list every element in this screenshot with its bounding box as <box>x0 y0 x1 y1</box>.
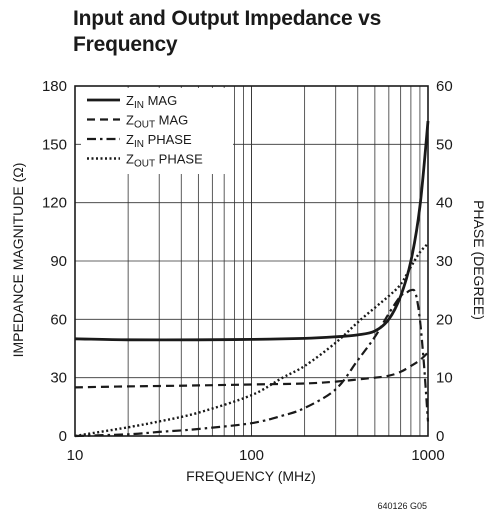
grid-lines <box>75 86 428 436</box>
x-axis-label: FREQUENCY (MHz) <box>186 468 316 484</box>
series-line-2 <box>74 288 430 438</box>
x-tick-label: 100 <box>239 447 264 464</box>
chart-title-line-1: Input and Output Impedance vs <box>73 7 382 30</box>
y-tick-label: 60 <box>50 311 67 328</box>
y-tick-label: 120 <box>42 195 67 212</box>
y-tick-label: 0 <box>59 428 67 445</box>
y2-tick-label: 30 <box>436 253 453 270</box>
legend-label-1: ZOUT MAG <box>126 113 188 131</box>
legend-label-2: ZIN PHASE <box>126 132 192 150</box>
y-tick-label: 30 <box>50 370 67 387</box>
y2-axis-label: PHASE (DEGREE) <box>471 200 487 320</box>
y2-tick-label: 0 <box>436 428 444 445</box>
y2-tick-label: 50 <box>436 136 453 153</box>
figure-footnote: 640126 G05 <box>377 501 427 511</box>
y2-tick-label: 40 <box>436 195 453 212</box>
legend-label-0: ZIN MAG <box>126 93 177 111</box>
y2-tick-label: 20 <box>436 311 453 328</box>
x-tick-label: 1000 <box>411 447 444 464</box>
x-tick-label: 10 <box>67 447 84 464</box>
y-axis-label: IMPEDANCE MAGNITUDE (Ω) <box>10 163 26 358</box>
y2-tick-label: 10 <box>436 370 453 387</box>
y2-tick-label: 60 <box>436 78 453 95</box>
chart-title: Input and Output Impedance vs Frequency <box>73 6 473 58</box>
y-tick-label: 180 <box>42 78 67 95</box>
legend-label-3: ZOUT PHASE <box>126 152 203 170</box>
series-line-1 <box>74 351 429 389</box>
series-line-3 <box>74 242 429 438</box>
series-line-0 <box>74 120 430 342</box>
chart-title-line-2: Frequency <box>73 33 178 56</box>
series-group <box>74 120 430 438</box>
y-tick-label: 90 <box>50 253 67 270</box>
y-tick-label: 150 <box>42 136 67 153</box>
plot-frame <box>74 85 429 437</box>
